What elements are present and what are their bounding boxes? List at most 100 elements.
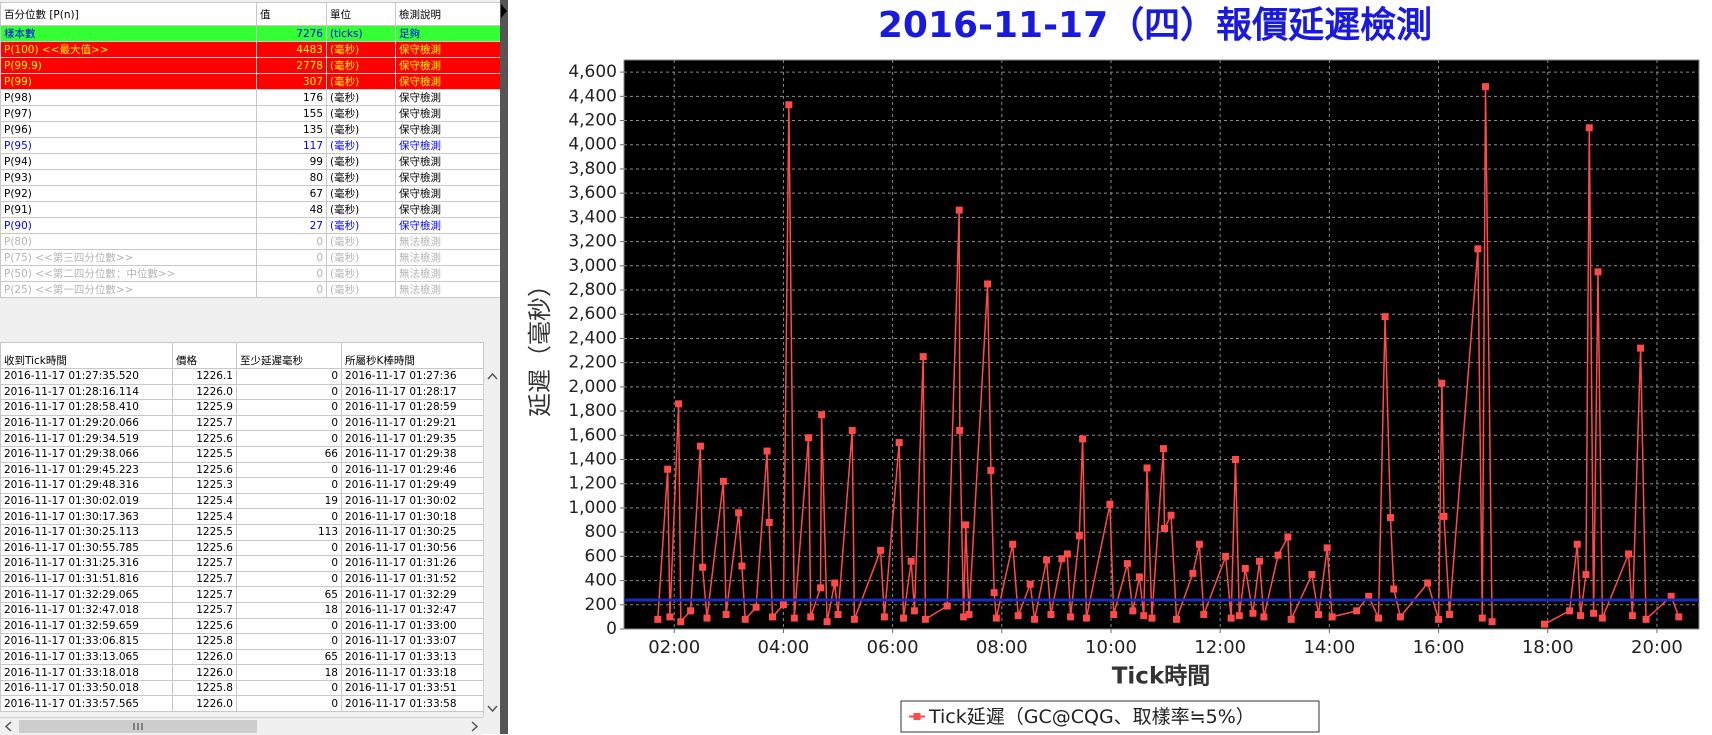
table-cell: 2016-11-17 01:32:29 — [341, 586, 484, 603]
table-cell: P(91) — [0, 201, 257, 218]
table-row: 2016-11-17 01:30:17.363 1225.4 0 2016-11-17… — [0, 508, 484, 525]
table-cell: 2016-11-17 01:32:47.018 — [0, 601, 173, 619]
table-cell: 保守檢測 — [395, 41, 501, 58]
y-tick-label: 3,800 — [568, 159, 617, 179]
scroll-left-arrow[interactable] — [4, 721, 12, 732]
x-tick-label: 02:00 — [648, 637, 700, 658]
table-cell: 0 — [236, 414, 342, 432]
y-tick-label: 4,400 — [568, 86, 617, 106]
table-cell: 66 — [236, 445, 342, 463]
table-cell: 2016-11-17 01:29:38.066 — [0, 445, 173, 463]
table-cell: 0 — [236, 461, 342, 479]
data-point — [752, 603, 760, 611]
table-row: 2016-11-17 01:29:34.519 1225.6 0 2016-11-17… — [0, 430, 484, 447]
table-cell: 1225.6 — [172, 617, 237, 635]
scroll-up-arrow[interactable] — [487, 372, 498, 380]
data-point — [687, 607, 695, 615]
table-cell: 2016-11-17 01:28:17 — [341, 383, 484, 401]
table-cell: 67 — [256, 185, 327, 202]
table-cell: 135 — [256, 121, 327, 138]
table-row: 2016-11-17 01:33:18.018 1226.0 18 2016-11-1… — [0, 664, 484, 681]
data-point — [785, 101, 793, 109]
table-cell: 0 — [236, 695, 342, 713]
y-tick-label: 0 — [606, 619, 617, 639]
table-cell: 19 — [236, 492, 342, 510]
table-row: 2016-11-17 01:28:58.410 1225.9 0 2016-11-17… — [0, 399, 484, 416]
table-cell: 保守檢測 — [395, 73, 501, 90]
table-cell: 1225.7 — [172, 601, 237, 619]
table-row: P(50) <<第二四分位數：中位數>> 0 (毫秒) 無法檢測 — [0, 265, 501, 282]
legend-label: Tick延遲（GC@CQG、取樣率≒5%） — [928, 706, 1255, 728]
data-point — [984, 280, 992, 288]
table-row: 2016-11-17 01:32:29.065 1225.7 65 2016-11-1… — [0, 586, 484, 603]
data-point — [1594, 268, 1602, 276]
data-point — [675, 400, 683, 408]
data-point — [1026, 580, 1034, 588]
splitter[interactable] — [500, 0, 508, 734]
table-cell: 27 — [256, 217, 327, 234]
table-row: P(92) 67 (毫秒) 保守檢測 — [0, 185, 501, 202]
data-point — [1585, 124, 1593, 132]
scroll-right-arrow[interactable] — [471, 721, 479, 732]
table-cell: (毫秒) — [326, 41, 396, 58]
data-point — [834, 610, 842, 618]
table-cell: 2016-11-17 01:30:02 — [341, 492, 484, 510]
data-point — [1625, 550, 1633, 558]
column-header: 值 — [256, 2, 327, 26]
plot-border — [623, 59, 1700, 630]
data-point — [1445, 610, 1453, 618]
column-header: 至少延遲毫秒 — [236, 342, 342, 369]
table-cell: 0 — [236, 399, 342, 416]
y-tick-label: 1,200 — [568, 474, 617, 494]
table-cell: 2016-11-17 01:28:16.114 — [0, 383, 173, 401]
table-cell: 2016-11-17 01:30:25.113 — [0, 523, 173, 541]
data-point — [1274, 551, 1282, 559]
column-header: 所屬秒K棒時間 — [341, 342, 484, 369]
table-cell: (毫秒) — [326, 281, 396, 298]
vertical-scrollbar[interactable] — [483, 368, 501, 717]
table-cell: 2016-11-17 01:29:35 — [341, 430, 484, 447]
data-point — [1284, 533, 1292, 541]
data-point — [1642, 615, 1650, 623]
left-panel: 百分位數 [P(n)] 值單位 檢測說明 樣本數 7276 (ticks) 足夠 P(100… — [0, 0, 501, 735]
data-point — [955, 206, 963, 214]
table-cell: 足夠 — [395, 25, 501, 42]
data-point — [1540, 620, 1548, 628]
table-cell: P(99.9) — [0, 57, 257, 74]
table-cell: 0 — [256, 233, 327, 250]
data-point — [1438, 379, 1446, 387]
data-point — [1189, 569, 1197, 577]
data-point — [1082, 614, 1090, 622]
table-cell: 無法檢測 — [395, 281, 501, 298]
data-point — [1590, 609, 1598, 617]
table-cell: P(98) — [0, 89, 257, 106]
table-cell: 99 — [256, 153, 327, 170]
data-point — [818, 411, 826, 419]
data-point — [910, 607, 918, 615]
table-row: P(98) 176 (毫秒) 保守檢測 — [0, 89, 501, 106]
scroll-down-arrow[interactable] — [487, 705, 498, 713]
x-tick-label: 04:00 — [757, 637, 809, 658]
table-cell: 2016-11-17 01:31:52 — [341, 570, 484, 588]
table-cell: 2016-11-17 01:28:58.410 — [0, 399, 173, 416]
data-point — [1365, 592, 1373, 600]
data-point — [1381, 313, 1389, 321]
table-cell: (毫秒) — [326, 233, 396, 250]
table-body: 樣本數 7276 (ticks) 足夠 P(100) <<最大值>> 4483 (毫秒) 保守… — [0, 25, 501, 298]
chart-title: 2016-11-17（四）報價延遲檢測 — [878, 4, 1432, 46]
table-cell: 2016-11-17 01:33:13 — [341, 648, 484, 666]
data-point — [1675, 613, 1683, 621]
table-cell: 2016-11-17 01:27:35.520 — [0, 368, 173, 385]
table-cell: 2016-11-17 01:30:55.785 — [0, 539, 173, 557]
x-tick-label: 14:00 — [1303, 637, 1355, 658]
table-header: 百分位數 [P(n)] 值單位 檢測說明 — [0, 2, 501, 26]
data-point — [943, 602, 951, 610]
data-point — [992, 614, 1000, 622]
data-point — [1478, 614, 1486, 622]
data-point — [769, 613, 777, 621]
table-cell: 0 — [236, 477, 342, 494]
horizontal-scrollbar[interactable] — [0, 717, 483, 735]
table-cell: 2016-11-17 01:29:20.066 — [0, 414, 173, 432]
table-cell: 0 — [236, 679, 342, 697]
table-cell: 2016-11-17 01:30:17.363 — [0, 508, 173, 525]
